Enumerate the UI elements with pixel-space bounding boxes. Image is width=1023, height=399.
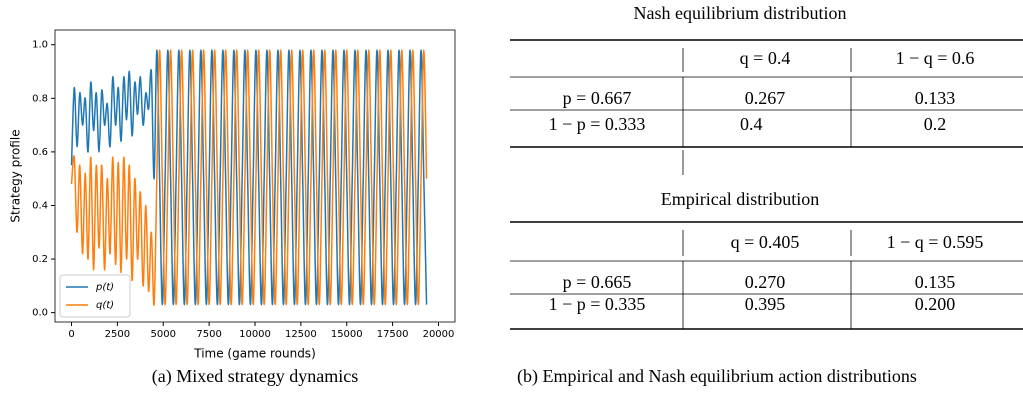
table-cell: 0.4	[740, 114, 763, 134]
table-cell: 0.267	[745, 88, 786, 108]
table-cell: 0.395	[745, 294, 786, 314]
x-tick-label: 10000	[239, 329, 271, 340]
table-cell: 0.2	[924, 114, 947, 134]
table-title: Nash equilibrium distribution	[634, 3, 847, 23]
x-axis-label: Time (game rounds)	[193, 347, 316, 361]
series-line	[70, 49, 428, 306]
y-tick-label: 0.6	[32, 147, 48, 158]
table-title: Empirical distribution	[661, 189, 819, 209]
x-tick-label: 5000	[151, 329, 176, 340]
row-label: p = 0.665	[563, 272, 632, 292]
table-cell: 0.133	[915, 88, 956, 108]
y-tick-label: 0.8	[32, 93, 48, 104]
y-tick-label: 1.0	[32, 40, 48, 51]
table-header: q = 0.405	[731, 232, 800, 252]
row-label: 1 − p = 0.333	[549, 114, 646, 134]
y-axis-label: Strategy profile	[9, 129, 23, 222]
x-tick-label: 0	[68, 329, 74, 340]
series-line	[70, 49, 428, 306]
table-header: 1 − q = 0.6	[896, 48, 975, 68]
legend-label: p(t)	[95, 282, 114, 293]
table-header: q = 0.4	[740, 48, 791, 68]
caption: (b) Empirical and Nash equilibrium actio…	[517, 366, 917, 387]
table-header: 1 − q = 0.595	[887, 232, 984, 252]
table-cell: 0.200	[915, 294, 956, 314]
x-tick-label: 15000	[331, 329, 363, 340]
x-tick-label: 12500	[285, 329, 317, 340]
x-tick-label: 2500	[105, 329, 130, 340]
table-cell: 0.270	[745, 272, 786, 292]
y-tick-label: 0.2	[32, 254, 48, 265]
plot-frame	[54, 29, 456, 323]
row-label: p = 0.667	[563, 88, 632, 108]
x-tick-label: 7500	[196, 329, 221, 340]
legend-box	[59, 274, 131, 318]
x-tick-label: 17500	[377, 329, 409, 340]
table-cell: 0.135	[915, 272, 956, 292]
legend-label: q(t)	[96, 300, 114, 311]
y-tick-label: 0.0	[32, 308, 48, 319]
x-tick-label: 20000	[423, 329, 455, 340]
y-tick-label: 0.4	[32, 200, 48, 211]
row-label: 1 − p = 0.335	[549, 294, 646, 314]
caption: (a) Mixed strategy dynamics	[152, 366, 358, 387]
